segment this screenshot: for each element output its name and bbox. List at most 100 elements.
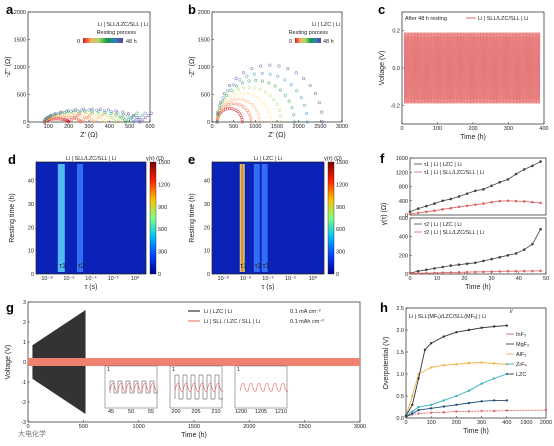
panel-a-point [125, 111, 129, 115]
panel-d-ylabel: Resting time (h) [9, 193, 16, 242]
panel-b-point [229, 88, 233, 92]
panel-b-point [236, 87, 240, 92]
panel-b-point [320, 120, 325, 124]
panel-a-legend-sub: Resting porcess [97, 30, 137, 36]
panel-b-point [252, 72, 256, 76]
panel-f-top-ytick-label: 0 [405, 213, 408, 219]
panel-f-top-point [433, 202, 436, 205]
panel-a-point [65, 109, 69, 114]
panel-a-point [71, 113, 75, 118]
panel-c-ytick-label: 0.2 [392, 29, 400, 35]
panel-b-point [247, 100, 251, 104]
panel-d-ytick-label: 40 [28, 179, 34, 185]
panel-b-point [236, 97, 240, 101]
panel-b-series-5 [215, 78, 296, 124]
panel-b-point [224, 104, 228, 108]
panel-a-point [75, 114, 79, 118]
panel-d-colorbar [149, 161, 157, 275]
panel-b-xtick-label: 2500 [314, 124, 326, 130]
panel-a-point [66, 109, 70, 113]
panel-b-ytick-label: 2000 [198, 10, 210, 16]
panel-a-point [45, 116, 49, 120]
panel-b-point [257, 116, 261, 120]
panel-a-point [92, 114, 96, 118]
panel-b-point [243, 106, 247, 110]
panel-b-point [308, 83, 312, 88]
panel-f-bottom-point [490, 257, 493, 261]
panel-b-bar-end: 48 h [323, 39, 334, 45]
panel-e-ytick-label: 30 [204, 202, 210, 208]
panel-h-point [442, 364, 445, 367]
panel-h-point [442, 335, 445, 338]
panel-d-label: d [8, 152, 16, 167]
panel-g-xlabel: Time (h) [181, 432, 207, 439]
panel-g-inset-trace-red [109, 383, 159, 392]
panel-b-point [258, 120, 262, 124]
panel-a-xtick-label: 100 [44, 124, 53, 130]
panel-a-bar-start: 0 [77, 39, 80, 45]
panel-a-frame [27, 11, 151, 123]
panel-h-point [430, 403, 433, 406]
panel-a-bar-end: 48 h [126, 39, 137, 45]
panel-a-point [79, 120, 83, 124]
panel-a-point [123, 118, 127, 122]
panel-b-point [247, 85, 251, 89]
panel-b-point [273, 84, 277, 88]
panel-e-cbar-tick: 600 [336, 227, 345, 233]
panel-a-point [59, 117, 63, 121]
panel-f-bottom-point [531, 242, 534, 246]
panel-g-inset-tick: 1205 [255, 409, 267, 415]
panel-b-point [218, 101, 222, 105]
panel-f-top-point [416, 211, 420, 215]
panel-a-point [64, 115, 68, 119]
panel-b-ytick-label: 1500 [198, 38, 210, 44]
panel-b-point [235, 102, 239, 106]
panel-g-ytick-label: 2 [23, 320, 26, 326]
panel-f-top-point [514, 199, 518, 203]
panel-e-cbar-label: γ(τ) (Ω) [324, 156, 342, 162]
panel-g-inset-ytick: 1 [172, 367, 175, 373]
panel-c-xtick-label: 300 [504, 126, 513, 132]
panel-h-point [411, 394, 414, 398]
panel-d-xlabel: τ (s) [85, 284, 98, 291]
panel-b-point [229, 102, 233, 106]
panel-a-point [112, 113, 116, 117]
panel-a-point [103, 120, 107, 124]
panel-b-point [255, 109, 259, 113]
panel-e-peak-label: τ1 [240, 263, 247, 270]
panel-b-point [287, 99, 291, 103]
panel-f-bottom-point [416, 271, 420, 275]
panel-a-point [96, 115, 100, 119]
panel-a-point [48, 114, 52, 119]
panel-b-point [260, 71, 264, 75]
panel-a-point [90, 111, 94, 115]
panel-b-point [313, 92, 317, 96]
panel-f-top-point [449, 206, 453, 210]
panel-a-ytick-label: 0 [23, 120, 26, 126]
panel-b-point [294, 71, 298, 75]
panel-f-bottom-point [408, 272, 412, 275]
panel-g-xtick-label: 1000 [133, 424, 145, 430]
panel-b-ytick-label: 0 [207, 120, 210, 126]
panel-d-xtick-label: 10⁰ [131, 275, 140, 282]
panel-b-point [226, 103, 230, 107]
panel-a-point [72, 116, 77, 120]
panel-g-inset-trace-red [239, 383, 289, 392]
panel-b-point [259, 64, 263, 68]
panel-e-peak [253, 164, 260, 272]
panel-a-point [69, 118, 74, 122]
panel-h-label: h [380, 300, 388, 315]
panel-b-point [268, 93, 272, 98]
panel-b-point [227, 93, 231, 98]
panel-h-ytick-label: 2.5 [396, 306, 404, 312]
panel-h-point [493, 409, 496, 413]
panel-h-point [411, 403, 414, 406]
panel-f-top-point [539, 160, 542, 163]
panel-a-point [43, 118, 47, 122]
panel-b-point [279, 88, 283, 92]
panel-b-point [238, 78, 242, 82]
panel-a-label: a [6, 2, 14, 17]
panel-a-point [59, 110, 63, 114]
panel-b-point [265, 106, 269, 110]
panel-a-point [135, 111, 139, 115]
